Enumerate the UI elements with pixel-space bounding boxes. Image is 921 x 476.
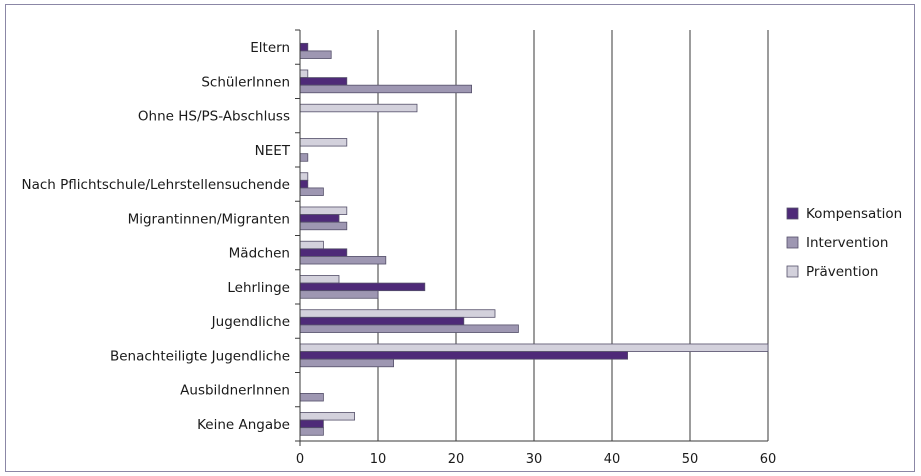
- bar-pr-vention-ohne-hs-ps-abschluss: [299, 103, 418, 113]
- category-label-jugendliche: Jugendliche: [211, 314, 290, 330]
- axes: [295, 29, 768, 446]
- category-label-migrantinnen-migranten: Migrantinnen/Migranten: [128, 211, 290, 227]
- bar-intervention-migrantinnen-migranten: [299, 221, 348, 231]
- bar-intervention-lehrlinge: [299, 290, 379, 299]
- bar-intervention-jugendliche: [299, 324, 519, 333]
- category-label-m-dchen: Mädchen: [229, 246, 290, 262]
- category-label-benachteiligte-jugendliche: Benachteiligte Jugendliche: [110, 348, 290, 364]
- legend-label-intervention: Intervention: [806, 235, 888, 251]
- grid-lines: [377, 30, 769, 441]
- bar-kompensation-benachteiligte-jugendliche: [299, 351, 629, 360]
- legend-swatch-kompensation: [786, 207, 799, 220]
- category-label-sch-lerinnen: SchülerInnen: [201, 74, 290, 90]
- bar-intervention-ausbildnerinnen: [299, 393, 324, 402]
- bar-pr-vention-nach-pflichtschule-lehrstellensuchende: [299, 172, 309, 181]
- bar-kompensation-lehrlinge: [299, 282, 426, 292]
- bar-pr-vention-lehrlinge: [299, 275, 340, 284]
- category-labels: Eltern SchülerInnen Ohne HS/PS-Abschluss NE…: [22, 40, 291, 433]
- chart-frame: [5, 4, 915, 472]
- legend: Kompensation Intervention Prävention: [786, 206, 902, 280]
- bars: [299, 42, 769, 436]
- x-tick-label-10: 10: [370, 452, 387, 467]
- x-tick-label-0: 0: [296, 452, 304, 467]
- category-label-neet: NEET: [255, 143, 291, 159]
- category-label-nach-pflichtschule-lehrstellensuchende: Nach Pflichtschule/Lehrstellensuchende: [22, 177, 290, 193]
- bar-kompensation-m-dchen: [299, 248, 348, 257]
- bar-pr-vention-migrantinnen-migranten: [299, 206, 348, 215]
- bar-intervention-neet: [299, 153, 309, 162]
- legend-swatch-pr-vention: [786, 265, 799, 278]
- bar-kompensation-jugendliche: [299, 316, 465, 326]
- category-label-eltern: Eltern: [250, 40, 290, 56]
- bar-pr-vention-m-dchen: [299, 240, 324, 250]
- bar-intervention-benachteiligte-jugendliche: [299, 358, 394, 368]
- category-label-lehrlinge: Lehrlinge: [227, 280, 290, 296]
- category-label-keine-angabe: Keine Angabe: [197, 417, 290, 433]
- bar-kompensation-eltern: [299, 42, 309, 52]
- bar-kompensation-nach-pflichtschule-lehrstellensuchende: [299, 179, 309, 189]
- x-tick-label-30: 30: [526, 452, 543, 467]
- bar-pr-vention-sch-lerinnen: [299, 69, 309, 78]
- x-tick-label-60: 60: [760, 452, 777, 467]
- bar-intervention-eltern: [299, 50, 332, 59]
- bar-intervention-nach-pflichtschule-lehrstellensuchende: [299, 187, 324, 196]
- bar-pr-vention-neet: [299, 138, 348, 147]
- bar-intervention-keine-angabe: [299, 427, 324, 436]
- x-tick-label-40: 40: [604, 452, 621, 467]
- category-label-ohne-hs-ps-abschluss: Ohne HS/PS-Abschluss: [138, 109, 290, 125]
- x-tick-labels: 0 10 20 30 40 50 60: [296, 452, 776, 467]
- bar-intervention-sch-lerinnen: [299, 84, 473, 94]
- legend-label-pr-vention: Prävention: [806, 264, 878, 280]
- bar-pr-vention-benachteiligte-jugendliche: [299, 343, 769, 352]
- x-tick-label-20: 20: [448, 452, 465, 467]
- legend-label-kompensation: Kompensation: [806, 206, 902, 222]
- category-label-ausbildnerinnen: AusbildnerInnen: [180, 383, 290, 399]
- x-tick-label-50: 50: [682, 452, 699, 467]
- bar-intervention-m-dchen: [299, 256, 387, 265]
- bar-kompensation-sch-lerinnen: [299, 77, 348, 86]
- legend-swatch-intervention: [786, 236, 799, 249]
- bar-pr-vention-jugendliche: [299, 309, 496, 318]
- bar-kompensation-migrantinnen-migranten: [299, 214, 340, 223]
- bar-kompensation-keine-angabe: [299, 419, 324, 429]
- bar-pr-vention-keine-angabe: [299, 412, 355, 421]
